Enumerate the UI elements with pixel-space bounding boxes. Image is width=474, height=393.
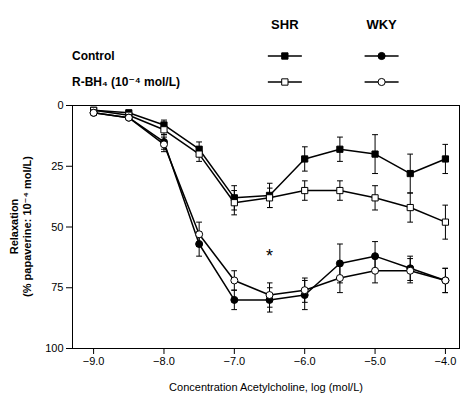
svg-text:WKY: WKY [366, 17, 397, 32]
svg-text:25: 25 [51, 160, 63, 172]
svg-text:−8.0: −8.0 [153, 355, 175, 367]
svg-text:0: 0 [57, 99, 63, 111]
svg-text:*: * [266, 246, 273, 266]
svg-text:SHR: SHR [271, 17, 299, 32]
svg-text:Concentration Acetylcholine, l: Concentration Acetylcholine, log (mol/L) [169, 381, 363, 393]
svg-text:−5.0: −5.0 [364, 355, 386, 367]
svg-text:−9.0: −9.0 [83, 355, 105, 367]
svg-text:R-BH₄ (10⁻⁴ mol/L): R-BH₄ (10⁻⁴ mol/L) [72, 75, 180, 89]
svg-text:Control: Control [72, 49, 115, 63]
svg-text:Relaxation(% papaverine: 10⁻⁴: Relaxation(% papaverine: 10⁻⁴ mol/L) [8, 156, 33, 297]
svg-text:−4.0: −4.0 [435, 355, 457, 367]
svg-text:75: 75 [51, 281, 63, 293]
svg-text:−6.0: −6.0 [294, 355, 316, 367]
svg-text:100: 100 [45, 342, 63, 354]
svg-text:50: 50 [51, 221, 63, 233]
svg-text:−7.0: −7.0 [223, 355, 245, 367]
